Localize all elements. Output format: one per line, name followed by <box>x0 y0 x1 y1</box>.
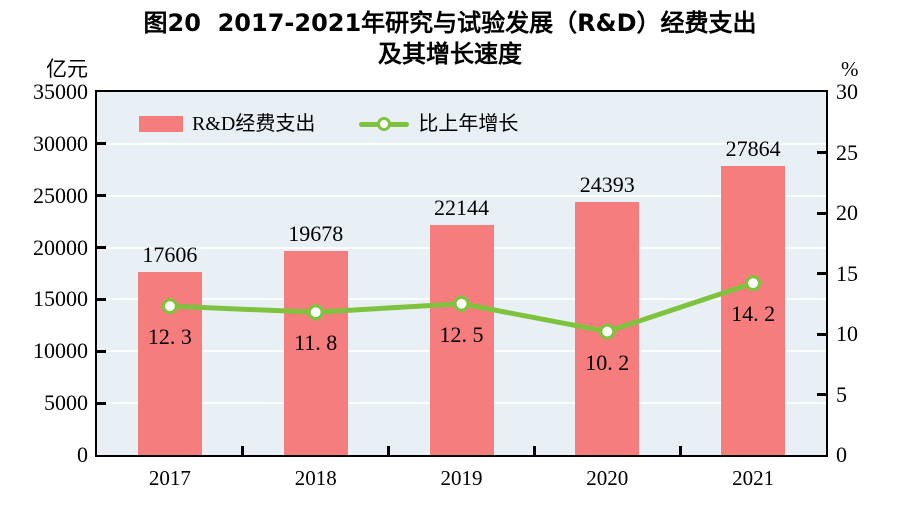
bar-series-swatch <box>139 116 183 132</box>
grid-line <box>97 194 826 197</box>
x-axis-label: 2019 <box>440 466 483 490</box>
y-axis-label-right: 20 <box>836 200 858 225</box>
y-axis-label-right: 0 <box>836 442 847 467</box>
y-axis-label-right: 15 <box>836 260 858 286</box>
y-axis-label-left: 35000 <box>33 79 88 104</box>
y-tick-right <box>817 151 826 154</box>
legend: R&D经费支出 比上年增长 <box>139 112 518 136</box>
figure-title: 图20 2017-2021年研究与试验发展（R&D）经费支出 及其增长速度 <box>0 8 900 70</box>
y-tick-left <box>97 297 106 301</box>
bar-value-label: 24393 <box>579 172 635 197</box>
right-axis-unit: % <box>841 57 859 81</box>
growth-marker <box>161 298 179 315</box>
y-tick-left <box>97 401 106 405</box>
y-axis-label-left: 10000 <box>33 338 88 364</box>
y-axis-label-right: 5 <box>836 381 847 407</box>
y-tick-right <box>817 272 826 275</box>
y-tick-left <box>97 349 106 353</box>
x-axis-label: 2017 <box>148 466 191 490</box>
bar-value-label: 17606 <box>142 242 198 268</box>
y-axis-label-right: 30 <box>836 79 858 104</box>
x-axis-label: 2020 <box>586 466 629 490</box>
x-tick <box>678 446 682 455</box>
y-tick-right <box>817 332 826 336</box>
growth-value-label: 12. 5 <box>439 321 484 347</box>
y-tick-right <box>817 393 826 396</box>
x-tick <box>387 446 391 455</box>
growth-marker <box>599 323 616 340</box>
growth-value-label: 14. 2 <box>731 301 776 327</box>
grid-line <box>97 142 826 145</box>
y-tick-left <box>97 194 106 198</box>
legend-item-rd-expenditure: R&D经费支出 <box>139 112 315 136</box>
bar-value-label: 27864 <box>725 136 781 161</box>
bar-value-label: 22144 <box>434 195 489 221</box>
bar-2021 <box>721 166 786 455</box>
figure-title-line1: 图20 2017-2021年研究与试验发展（R&D）经费支出 <box>143 9 757 37</box>
x-tick <box>241 446 245 455</box>
figure-title-line2: 及其增长速度 <box>378 40 522 68</box>
y-tick-left <box>97 142 106 146</box>
legend-label-growth: 比上年增长 <box>418 113 519 135</box>
growth-marker <box>453 295 470 312</box>
line-series-swatch <box>359 116 410 132</box>
growth-marker <box>744 275 762 292</box>
x-tick <box>532 446 536 455</box>
x-axis-label: 2021 <box>732 466 775 490</box>
y-tick-left <box>97 246 106 250</box>
bar-2018 <box>283 250 348 455</box>
y-axis-label-left: 20000 <box>33 234 88 260</box>
line-marker-dot-icon <box>377 117 392 131</box>
growth-value-label: 12. 3 <box>147 324 192 350</box>
growth-value-label: 11. 8 <box>294 330 338 356</box>
growth-value-label: 10. 2 <box>585 349 630 375</box>
bar-value-label: 19678 <box>288 220 344 246</box>
growth-marker <box>307 304 324 321</box>
growth-line-layer <box>161 275 762 340</box>
y-axis-label-left: 5000 <box>44 390 88 416</box>
bar-2019 <box>429 225 494 455</box>
plot-area: R&D经费支出 比上年增长 <box>95 90 828 457</box>
y-axis-label-left: 25000 <box>33 182 88 208</box>
left-axis-unit: 亿元 <box>46 57 88 81</box>
y-axis-label-left: 30000 <box>33 130 88 156</box>
x-axis-label: 2018 <box>294 466 337 490</box>
y-axis-label-right: 25 <box>836 139 858 165</box>
y-axis-label-left: 0 <box>77 442 88 467</box>
y-axis-label-right: 10 <box>836 321 858 346</box>
legend-label-rd-expenditure: R&D经费支出 <box>192 113 316 135</box>
legend-item-growth: 比上年增长 <box>359 112 518 136</box>
y-tick-right <box>817 211 826 215</box>
y-axis-label-left: 15000 <box>33 286 88 312</box>
